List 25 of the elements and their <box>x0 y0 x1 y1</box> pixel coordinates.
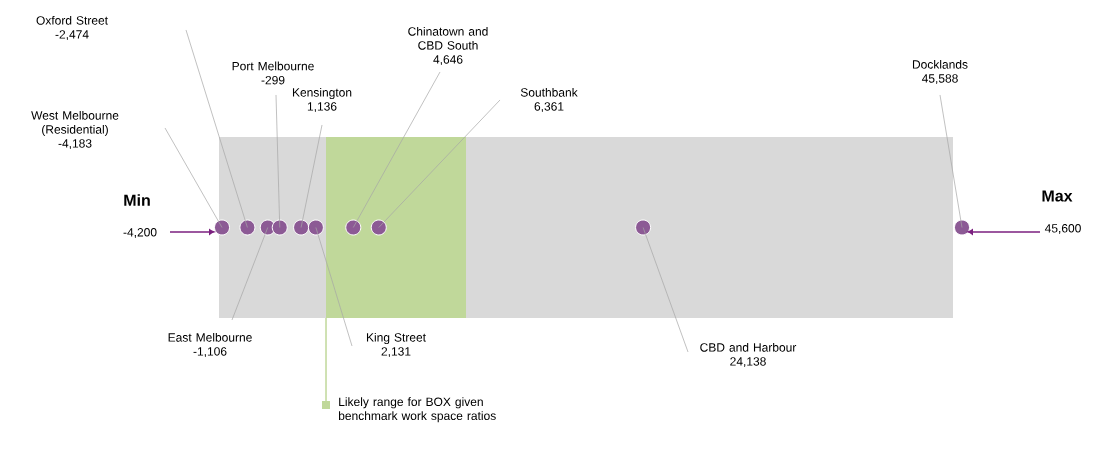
category-label: CBD and Harbour <box>700 342 797 352</box>
text: -4,200 <box>123 228 157 238</box>
category-label: Chinatown and CBD South <box>408 26 488 50</box>
text: 45,600 <box>1044 224 1081 234</box>
data-label: -4,183 <box>58 139 92 150</box>
data-label: 45,588 <box>921 74 958 85</box>
data-label: 1,136 <box>307 102 337 113</box>
category-label: Southbank <box>520 87 578 97</box>
data-label: 6,361 <box>534 102 564 113</box>
category-label: Docklands <box>912 59 968 69</box>
category-label: East Melbourne <box>168 332 252 342</box>
text: Max <box>1042 190 1073 202</box>
category-label: Port Melbourne <box>232 61 314 71</box>
text: Likely range for BOX given benchmark work space ratios <box>338 397 496 423</box>
text: Min <box>124 194 150 206</box>
data-label: -2,474 <box>55 30 89 41</box>
data-label: 24,138 <box>730 357 766 368</box>
category-label: Kensington <box>292 87 352 100</box>
data-label: -1,106 <box>193 347 227 358</box>
category-label: Oxford Street <box>36 15 108 25</box>
category-label: King Street <box>366 332 426 345</box>
data-label: 2,131 <box>381 347 411 358</box>
category-label: West Melbourne (Residential) <box>31 110 119 137</box>
data-label: -299 <box>261 75 285 85</box>
data-label: 4,646 <box>433 55 463 66</box>
